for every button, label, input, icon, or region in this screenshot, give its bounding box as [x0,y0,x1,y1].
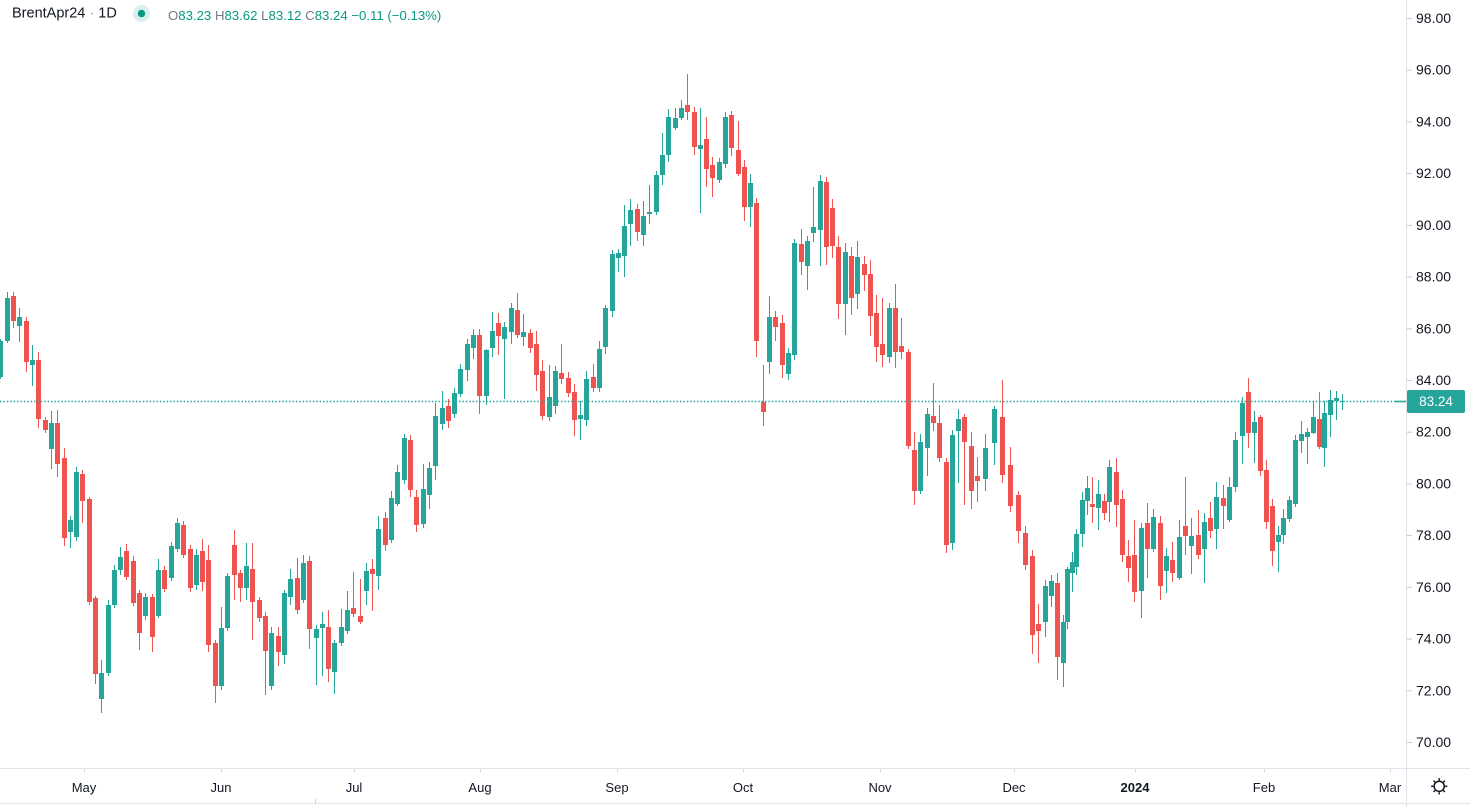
svg-text:78.00: 78.00 [1416,527,1451,543]
svg-text:74.00: 74.00 [1416,631,1451,647]
svg-text:80.00: 80.00 [1416,475,1451,491]
svg-text:96.00: 96.00 [1416,62,1451,78]
svg-text:86.00: 86.00 [1416,320,1451,336]
svg-text:BrentApr24 · 1D: BrentApr24 · 1D [12,6,117,22]
svg-text:76.00: 76.00 [1416,579,1451,595]
svg-text:98.00: 98.00 [1416,10,1451,26]
svg-text:Nov: Nov [868,780,892,795]
svg-text:Mar: Mar [1379,780,1402,795]
svg-text:Jun: Jun [211,780,232,795]
svg-text:88.00: 88.00 [1416,269,1451,285]
svg-text:83.24: 83.24 [1419,394,1453,409]
svg-text:Oct: Oct [733,780,754,795]
svg-text:Aug: Aug [468,780,491,795]
svg-text:Jul: Jul [346,780,363,795]
svg-text:82.00: 82.00 [1416,424,1451,440]
svg-text:O83.23 H83.62 L83.12 C83.24 −0: O83.23 H83.62 L83.12 C83.24 −0.11 (−0.13… [168,8,441,23]
svg-text:Dec: Dec [1002,780,1026,795]
svg-text:May: May [72,780,97,795]
svg-text:72.00: 72.00 [1416,682,1451,698]
svg-text:Sep: Sep [605,780,628,795]
svg-text:84.00: 84.00 [1416,372,1451,388]
svg-text:90.00: 90.00 [1416,217,1451,233]
svg-text:Feb: Feb [1253,780,1275,795]
svg-text:92.00: 92.00 [1416,165,1451,181]
svg-text:70.00: 70.00 [1416,734,1451,750]
svg-text:2024: 2024 [1121,780,1151,795]
svg-text:94.00: 94.00 [1416,113,1451,129]
